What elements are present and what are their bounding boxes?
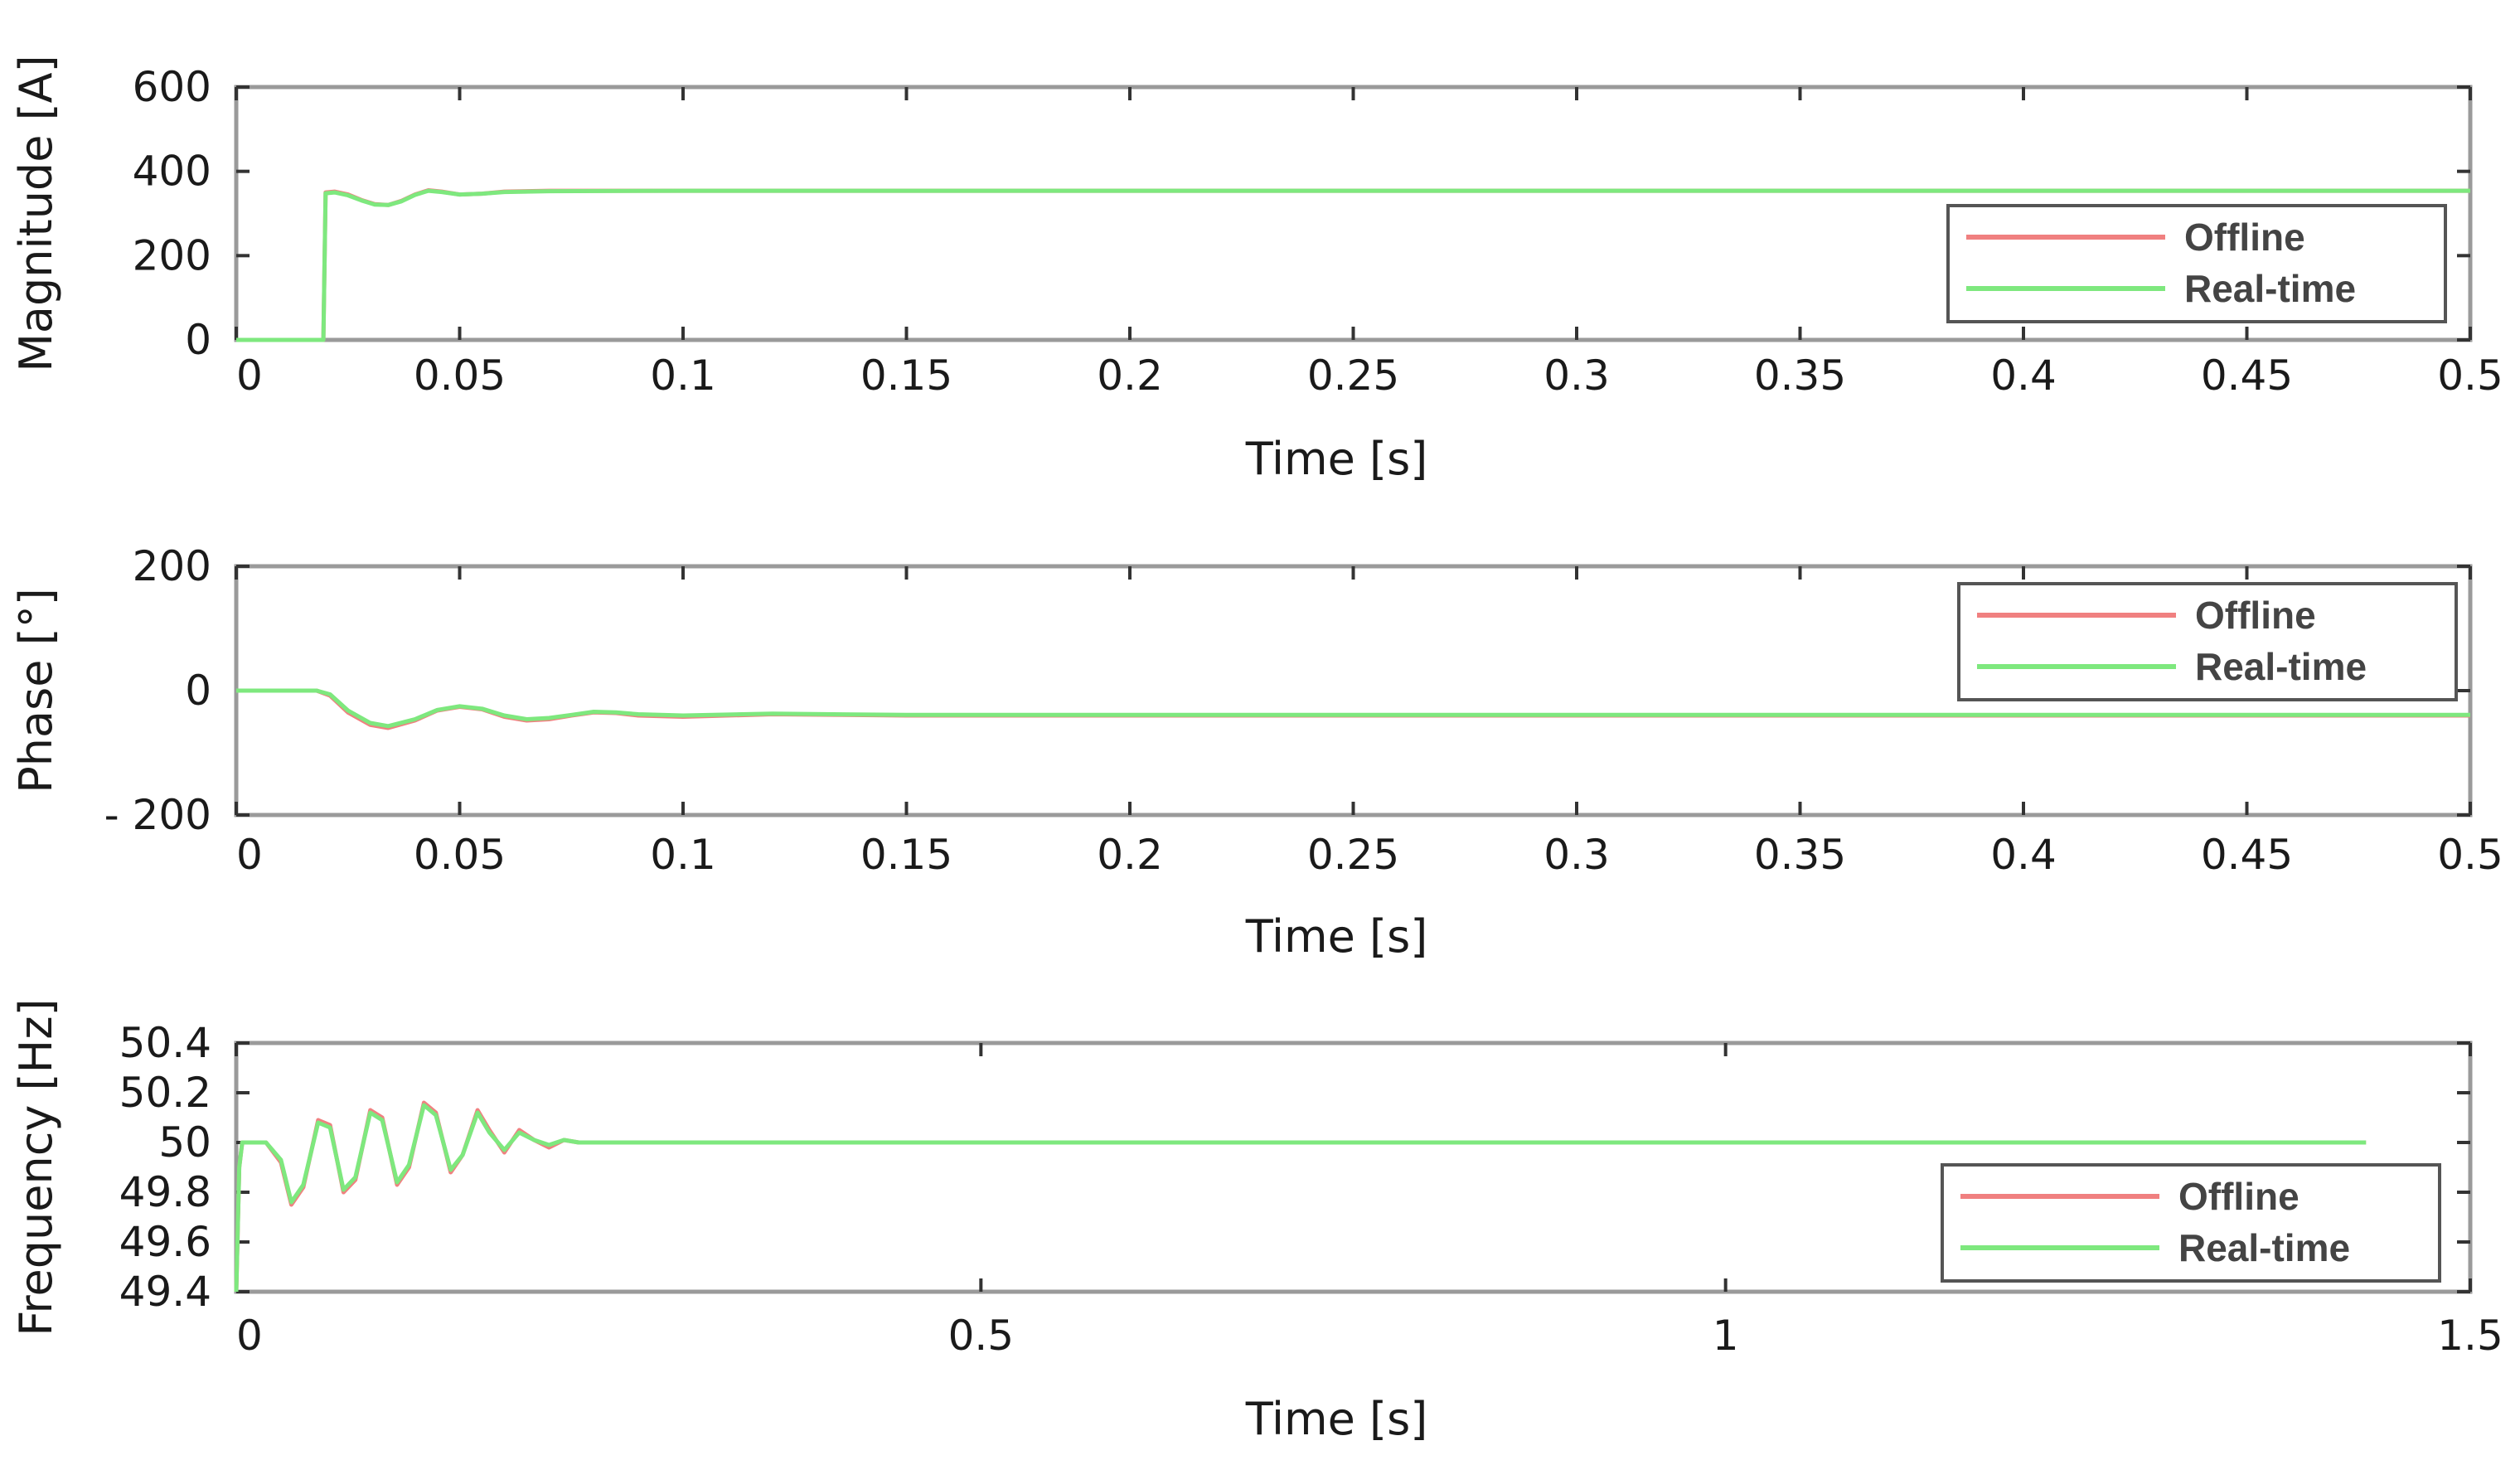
legend-label: Real-time: [2195, 645, 2367, 688]
x-tick-label: 0: [236, 831, 263, 879]
series-line-real-time: [236, 188, 2470, 342]
y-axis-label: Magnitude [A]: [10, 55, 62, 371]
x-tick-label: 0: [236, 1312, 263, 1360]
x-tick-label: 0.05: [414, 352, 506, 400]
x-axis-label: Time [s]: [1245, 1393, 1428, 1445]
chart-panel-2: 0 0.05 0.1 0.15 0.2 0.25 0.3 0.35 0.4 0.45 0.5 - 20…: [10, 542, 2503, 963]
legend-label: Offline: [2184, 216, 2305, 259]
legend: Offline Real-time: [1941, 1163, 2441, 1283]
y-axis-label: Phase [°]: [10, 588, 62, 793]
x-tick-label: 0.5: [2437, 831, 2503, 879]
x-tick-label: 0.45: [2201, 352, 2293, 400]
y-axis-label: Frequency [Hz]: [10, 998, 62, 1336]
x-tick-label: 0.4: [1990, 352, 2057, 400]
x-tick-label: 0.15: [860, 831, 952, 879]
y-tick-label: 600: [133, 63, 211, 111]
x-tick-label: 0.45: [2201, 831, 2293, 879]
x-tick-label: 0: [236, 352, 263, 400]
series-line-real-time: [234, 1103, 2367, 1293]
x-axis-label: Time [s]: [1245, 433, 1428, 485]
series-line-real-time: [236, 688, 2470, 729]
x-tick-label: 1: [1713, 1312, 1739, 1360]
x-tick-label: 0.35: [1754, 831, 1846, 879]
y-tick-label: 50: [158, 1118, 211, 1167]
y-tick-label: - 200: [104, 791, 211, 839]
y-tick-label: 200: [133, 542, 211, 590]
y-tick-label: 200: [133, 231, 211, 279]
y-tick-label: 49.8: [119, 1168, 211, 1216]
x-tick-label: 0.25: [1307, 831, 1399, 879]
legend: Offline Real-time: [1946, 204, 2447, 323]
x-tick-label: 0.35: [1754, 352, 1846, 400]
x-tick-label: 0.1: [650, 831, 716, 879]
legend-label: Offline: [2195, 594, 2316, 637]
x-tick-label: 0.4: [1990, 831, 2057, 879]
x-tick-label: 0.5: [948, 1312, 1015, 1360]
x-tick-label: 0.2: [1097, 831, 1163, 879]
y-tick-label: 0: [185, 316, 211, 364]
x-tick-label: 0.3: [1544, 352, 1610, 400]
legend-box: [1957, 582, 2458, 701]
x-tick-label: 0.3: [1544, 831, 1610, 879]
x-tick-label: 0.2: [1097, 352, 1163, 400]
legend: Offline Real-time: [1957, 582, 2458, 701]
chart-panel-1: 0 0.05 0.1 0.15 0.2 0.25 0.3 0.35 0.4 0.45 0.5 0 200…: [10, 55, 2503, 485]
legend-box: [1941, 1163, 2441, 1283]
x-tick-label: 1.5: [2437, 1312, 2503, 1360]
x-axis-label: Time [s]: [1245, 910, 1428, 963]
y-tick-label: 50.4: [119, 1019, 211, 1067]
y-tick-label: 49.4: [119, 1268, 211, 1316]
legend-box: [1946, 204, 2447, 323]
y-tick-label: 0: [185, 667, 211, 715]
y-tick-label: 400: [133, 148, 211, 196]
x-tick-label: 0.1: [650, 352, 716, 400]
x-tick-label: 0.05: [414, 831, 506, 879]
x-tick-label: 0.25: [1307, 352, 1399, 400]
x-tick-label: 0.5: [2437, 352, 2503, 400]
legend-label: Offline: [2178, 1175, 2300, 1218]
x-tick-label: 0.15: [860, 352, 952, 400]
y-tick-label: 50.2: [119, 1069, 211, 1117]
legend-label: Real-time: [2184, 267, 2356, 310]
legend-label: Real-time: [2178, 1226, 2350, 1269]
y-tick-label: 49.6: [119, 1218, 211, 1266]
